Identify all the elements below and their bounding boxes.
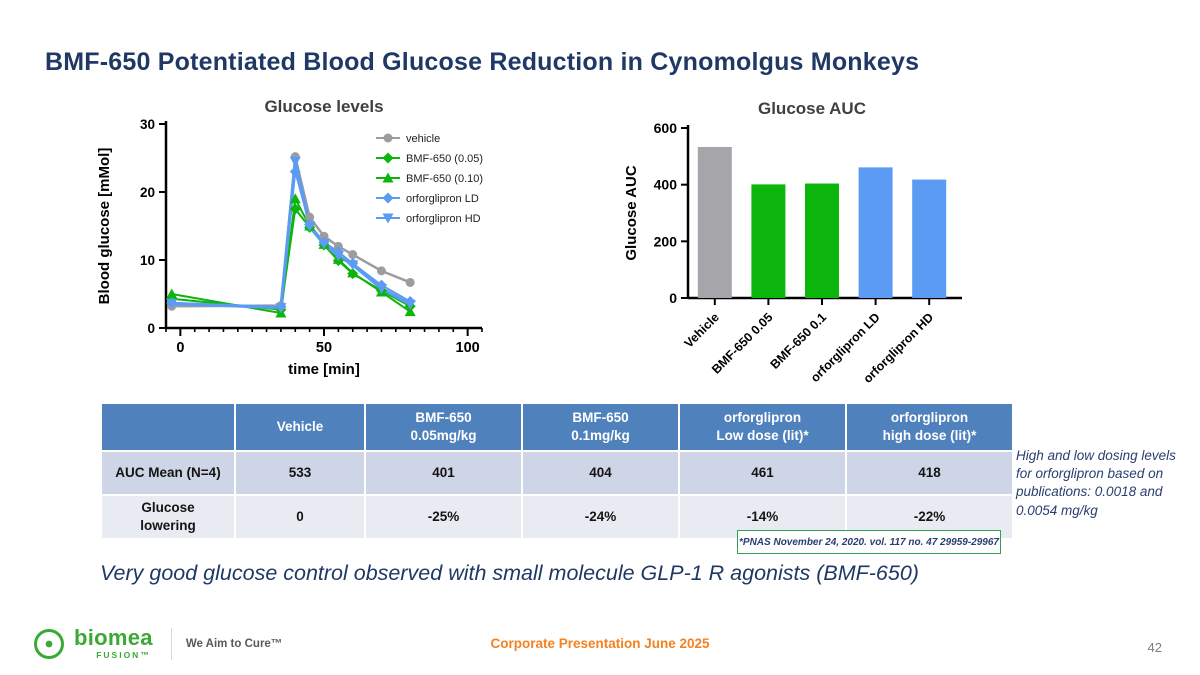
table-header-cell: Vehicle <box>236 404 364 450</box>
footer-presentation-label: Corporate Presentation June 2025 <box>490 636 710 651</box>
data-point-triangle-down <box>318 239 330 250</box>
data-point-diamond <box>382 192 394 204</box>
table-value-cell: -25% <box>366 496 521 538</box>
legend-label: orforglipron LD <box>406 193 479 205</box>
x-tick-label: 0 <box>176 340 184 356</box>
data-point-circle <box>319 231 329 241</box>
y-tick-label: 400 <box>654 177 678 193</box>
x-tick-label: 50 <box>316 340 332 356</box>
data-point-triangle-down <box>375 284 387 295</box>
bar-chart-title: Glucose AUC <box>758 99 866 118</box>
footer: biomea FUSION™ We Aim to Cure™ Corporate… <box>0 617 1200 675</box>
logo-biomea-text: biomea <box>74 625 153 651</box>
data-point-triangle-down <box>304 221 316 232</box>
line-chart-title: Glucose levels <box>264 97 383 116</box>
results-table: Vehicle BMF-650 0.05mg/kg BMF-650 0.1mg/kg… <box>100 402 1014 540</box>
table-header-row: Vehicle BMF-650 0.05mg/kg BMF-650 0.1mg/kg… <box>102 404 1012 450</box>
data-point-circle <box>376 266 386 276</box>
footer-divider <box>170 628 172 660</box>
table-value-cell: 418 <box>847 452 1012 494</box>
dosing-side-note: High and low dosing levels for orforglip… <box>1016 448 1176 518</box>
legend-label: orforglipron HD <box>406 213 481 225</box>
table-header-cell: BMF-650 0.05mg/kg <box>366 404 521 450</box>
data-point-circle <box>348 250 358 260</box>
data-point-triangle-up <box>382 172 394 183</box>
data-point-triangle-up <box>404 306 416 317</box>
data-point-triangle-up <box>289 193 301 204</box>
table-value-cell: 0 <box>236 496 364 538</box>
bar-Vehicle <box>697 146 732 298</box>
data-point-circle <box>383 133 393 143</box>
legend-label: BMF-650 (0.05) <box>406 153 483 165</box>
data-point-diamond <box>289 166 301 178</box>
slide-title: BMF-650 Potentiated Blood Glucose Reduct… <box>45 48 920 76</box>
y-tick-label: 0 <box>669 290 677 306</box>
bar-BMF-650 0.1 <box>805 183 839 298</box>
table-header-cell <box>102 404 234 450</box>
page-number: 42 <box>1147 640 1162 655</box>
y-axis-label: Glucose AUC <box>623 165 640 260</box>
bar-BMF-650 0.05 <box>751 184 786 298</box>
conclusion-statement: Very good glucose control observed with … <box>100 561 919 585</box>
table-value-cell: 404 <box>523 452 678 494</box>
data-point-triangle-down <box>166 299 178 310</box>
glucose-auc-bar-chart: Glucose AUC 0 200 400 600 Glucose AUC Vehicle B… <box>618 96 983 391</box>
data-point-circle <box>305 212 315 222</box>
pnas-footnote-box: *PNAS November 24, 2020. vol. 117 no. 47… <box>737 530 1001 554</box>
table-header-cell: BMF-650 0.1mg/kg <box>523 404 678 450</box>
biomea-logo-wordmark: biomea FUSION™ <box>74 625 153 660</box>
table-header-cell: orforglipron Low dose (lit)* <box>680 404 845 450</box>
glucose-levels-line-chart: Glucose levels 0 10 20 30 0 50 100 time [min] Blo… <box>92 96 497 391</box>
y-tick-label: 600 <box>654 120 678 136</box>
bar-orforglipron HD <box>912 179 947 298</box>
glucose-levels-chart-svg: Glucose levels 0 10 20 30 0 50 100 time [min] Blo… <box>96 97 483 378</box>
x-category-label: Vehicle <box>682 310 722 350</box>
data-point-diamond <box>382 152 394 164</box>
data-point-diamond <box>289 203 301 215</box>
legend-label: vehicle <box>406 133 440 145</box>
series-line <box>171 208 411 311</box>
data-point-triangle-up <box>166 288 178 299</box>
table-header-cell: orforglipron high dose (lit)* <box>847 404 1012 450</box>
y-tick-label: 0 <box>147 321 155 336</box>
table-value-cell: 401 <box>366 452 521 494</box>
y-tick-label: 10 <box>140 253 155 268</box>
bar-orforglipron LD <box>858 167 893 298</box>
row-label-cell: AUC Mean (N=4) <box>102 452 234 494</box>
data-point-triangle-down <box>289 156 301 167</box>
table-value-cell: 533 <box>236 452 364 494</box>
footer-tagline: We Aim to Cure™ <box>185 638 283 650</box>
data-point-triangle-down <box>382 213 394 224</box>
y-axis-label: Blood glucose [mMol] <box>96 148 113 305</box>
y-tick-label: 200 <box>654 233 678 249</box>
data-point-triangle-down <box>347 260 359 271</box>
row-label-cell: Glucose lowering <box>102 496 234 538</box>
x-axis-label: time [min] <box>288 361 360 378</box>
table-value-cell: -24% <box>523 496 678 538</box>
table-value-cell: 461 <box>680 452 845 494</box>
data-point-triangle-down <box>275 303 287 314</box>
table-row: AUC Mean (N=4) 533 401 404 461 418 <box>102 452 1012 494</box>
data-point-triangle-down <box>332 251 344 262</box>
data-point-triangle-down <box>404 299 416 310</box>
footer-logo-block: biomea FUSION™ We Aim to Cure™ <box>30 625 282 663</box>
biomea-logo-icon <box>34 629 64 659</box>
x-tick-label: 100 <box>456 340 480 356</box>
logo-fusion-text: FUSION™ <box>96 649 151 660</box>
data-point-circle <box>405 277 415 287</box>
y-tick-label: 30 <box>140 117 155 132</box>
y-tick-label: 20 <box>140 185 155 200</box>
data-point-triangle-up <box>347 267 359 278</box>
legend-label: BMF-650 (0.10) <box>406 173 483 185</box>
